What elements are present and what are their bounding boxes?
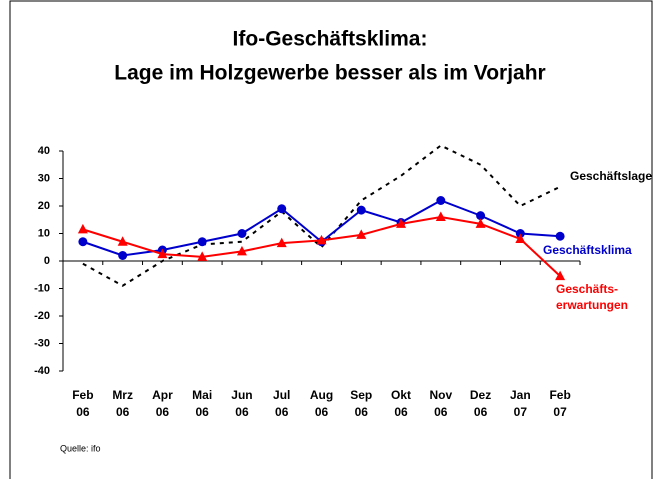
x-tick-label: Okt 06 bbox=[391, 388, 411, 419]
marker bbox=[555, 231, 565, 241]
series-line bbox=[82, 144, 561, 287]
y-tick-label: -20 bbox=[34, 310, 50, 322]
y-tick-label: 20 bbox=[38, 200, 50, 212]
marker bbox=[316, 234, 327, 245]
x-tick-label: Jun 06 bbox=[231, 388, 252, 419]
marker bbox=[117, 236, 128, 246]
y-tick-label: -30 bbox=[34, 337, 50, 349]
marker bbox=[237, 229, 247, 238]
marker bbox=[277, 204, 287, 214]
marker bbox=[356, 205, 366, 215]
x-tick-label: Jul 06 bbox=[273, 388, 290, 419]
x-tick-label: Aug 06 bbox=[310, 388, 333, 419]
x-tick-label: Mai 06 bbox=[192, 388, 212, 419]
marker bbox=[276, 237, 287, 248]
y-tick-label: 40 bbox=[38, 145, 50, 157]
series-label: Geschäftslage bbox=[570, 169, 652, 183]
frame bbox=[9, 0, 653, 479]
chart-title: Lage im Holzgewerbe besser als im Vorjah… bbox=[114, 62, 545, 85]
series-label: Geschäfts-erwartungen bbox=[556, 282, 628, 312]
y-tick-label: -40 bbox=[34, 365, 50, 377]
marker bbox=[396, 218, 407, 228]
chart-title: Ifo-Geschäftsklima: bbox=[233, 28, 428, 51]
marker bbox=[436, 196, 446, 205]
y-tick-label: 10 bbox=[38, 227, 50, 239]
marker bbox=[555, 270, 566, 281]
marker bbox=[197, 251, 208, 261]
x-tick-label: Sep 06 bbox=[350, 388, 372, 419]
y-tick-label: -10 bbox=[34, 282, 50, 294]
y-tick-label: 0 bbox=[44, 255, 50, 267]
marker bbox=[356, 229, 367, 239]
marker bbox=[435, 211, 446, 221]
marker bbox=[236, 245, 247, 256]
marker bbox=[118, 251, 128, 260]
x-tick-label: Nov 06 bbox=[429, 388, 452, 419]
y-tick-label: 30 bbox=[38, 172, 50, 184]
marker bbox=[78, 237, 88, 247]
series-line bbox=[82, 199, 561, 257]
x-tick-label: Mrz 06 bbox=[112, 388, 133, 419]
x-tick-label: Dez 06 bbox=[470, 388, 491, 419]
marker bbox=[515, 233, 526, 243]
x-tick-label: Feb 06 bbox=[72, 388, 93, 419]
marker bbox=[476, 211, 486, 221]
marker bbox=[197, 237, 207, 247]
series-label: Geschäftsklima bbox=[543, 243, 632, 257]
x-tick-label: Apr 06 bbox=[152, 388, 173, 419]
x-tick-label: Feb 07 bbox=[549, 388, 570, 419]
marker bbox=[77, 223, 88, 234]
marker bbox=[475, 218, 486, 228]
marker bbox=[157, 248, 168, 259]
source: Quelle: ifo bbox=[60, 443, 101, 453]
x-tick-label: Jan 07 bbox=[510, 388, 531, 419]
